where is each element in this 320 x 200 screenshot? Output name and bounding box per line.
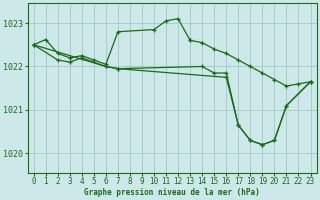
X-axis label: Graphe pression niveau de la mer (hPa): Graphe pression niveau de la mer (hPa) [84,188,260,197]
